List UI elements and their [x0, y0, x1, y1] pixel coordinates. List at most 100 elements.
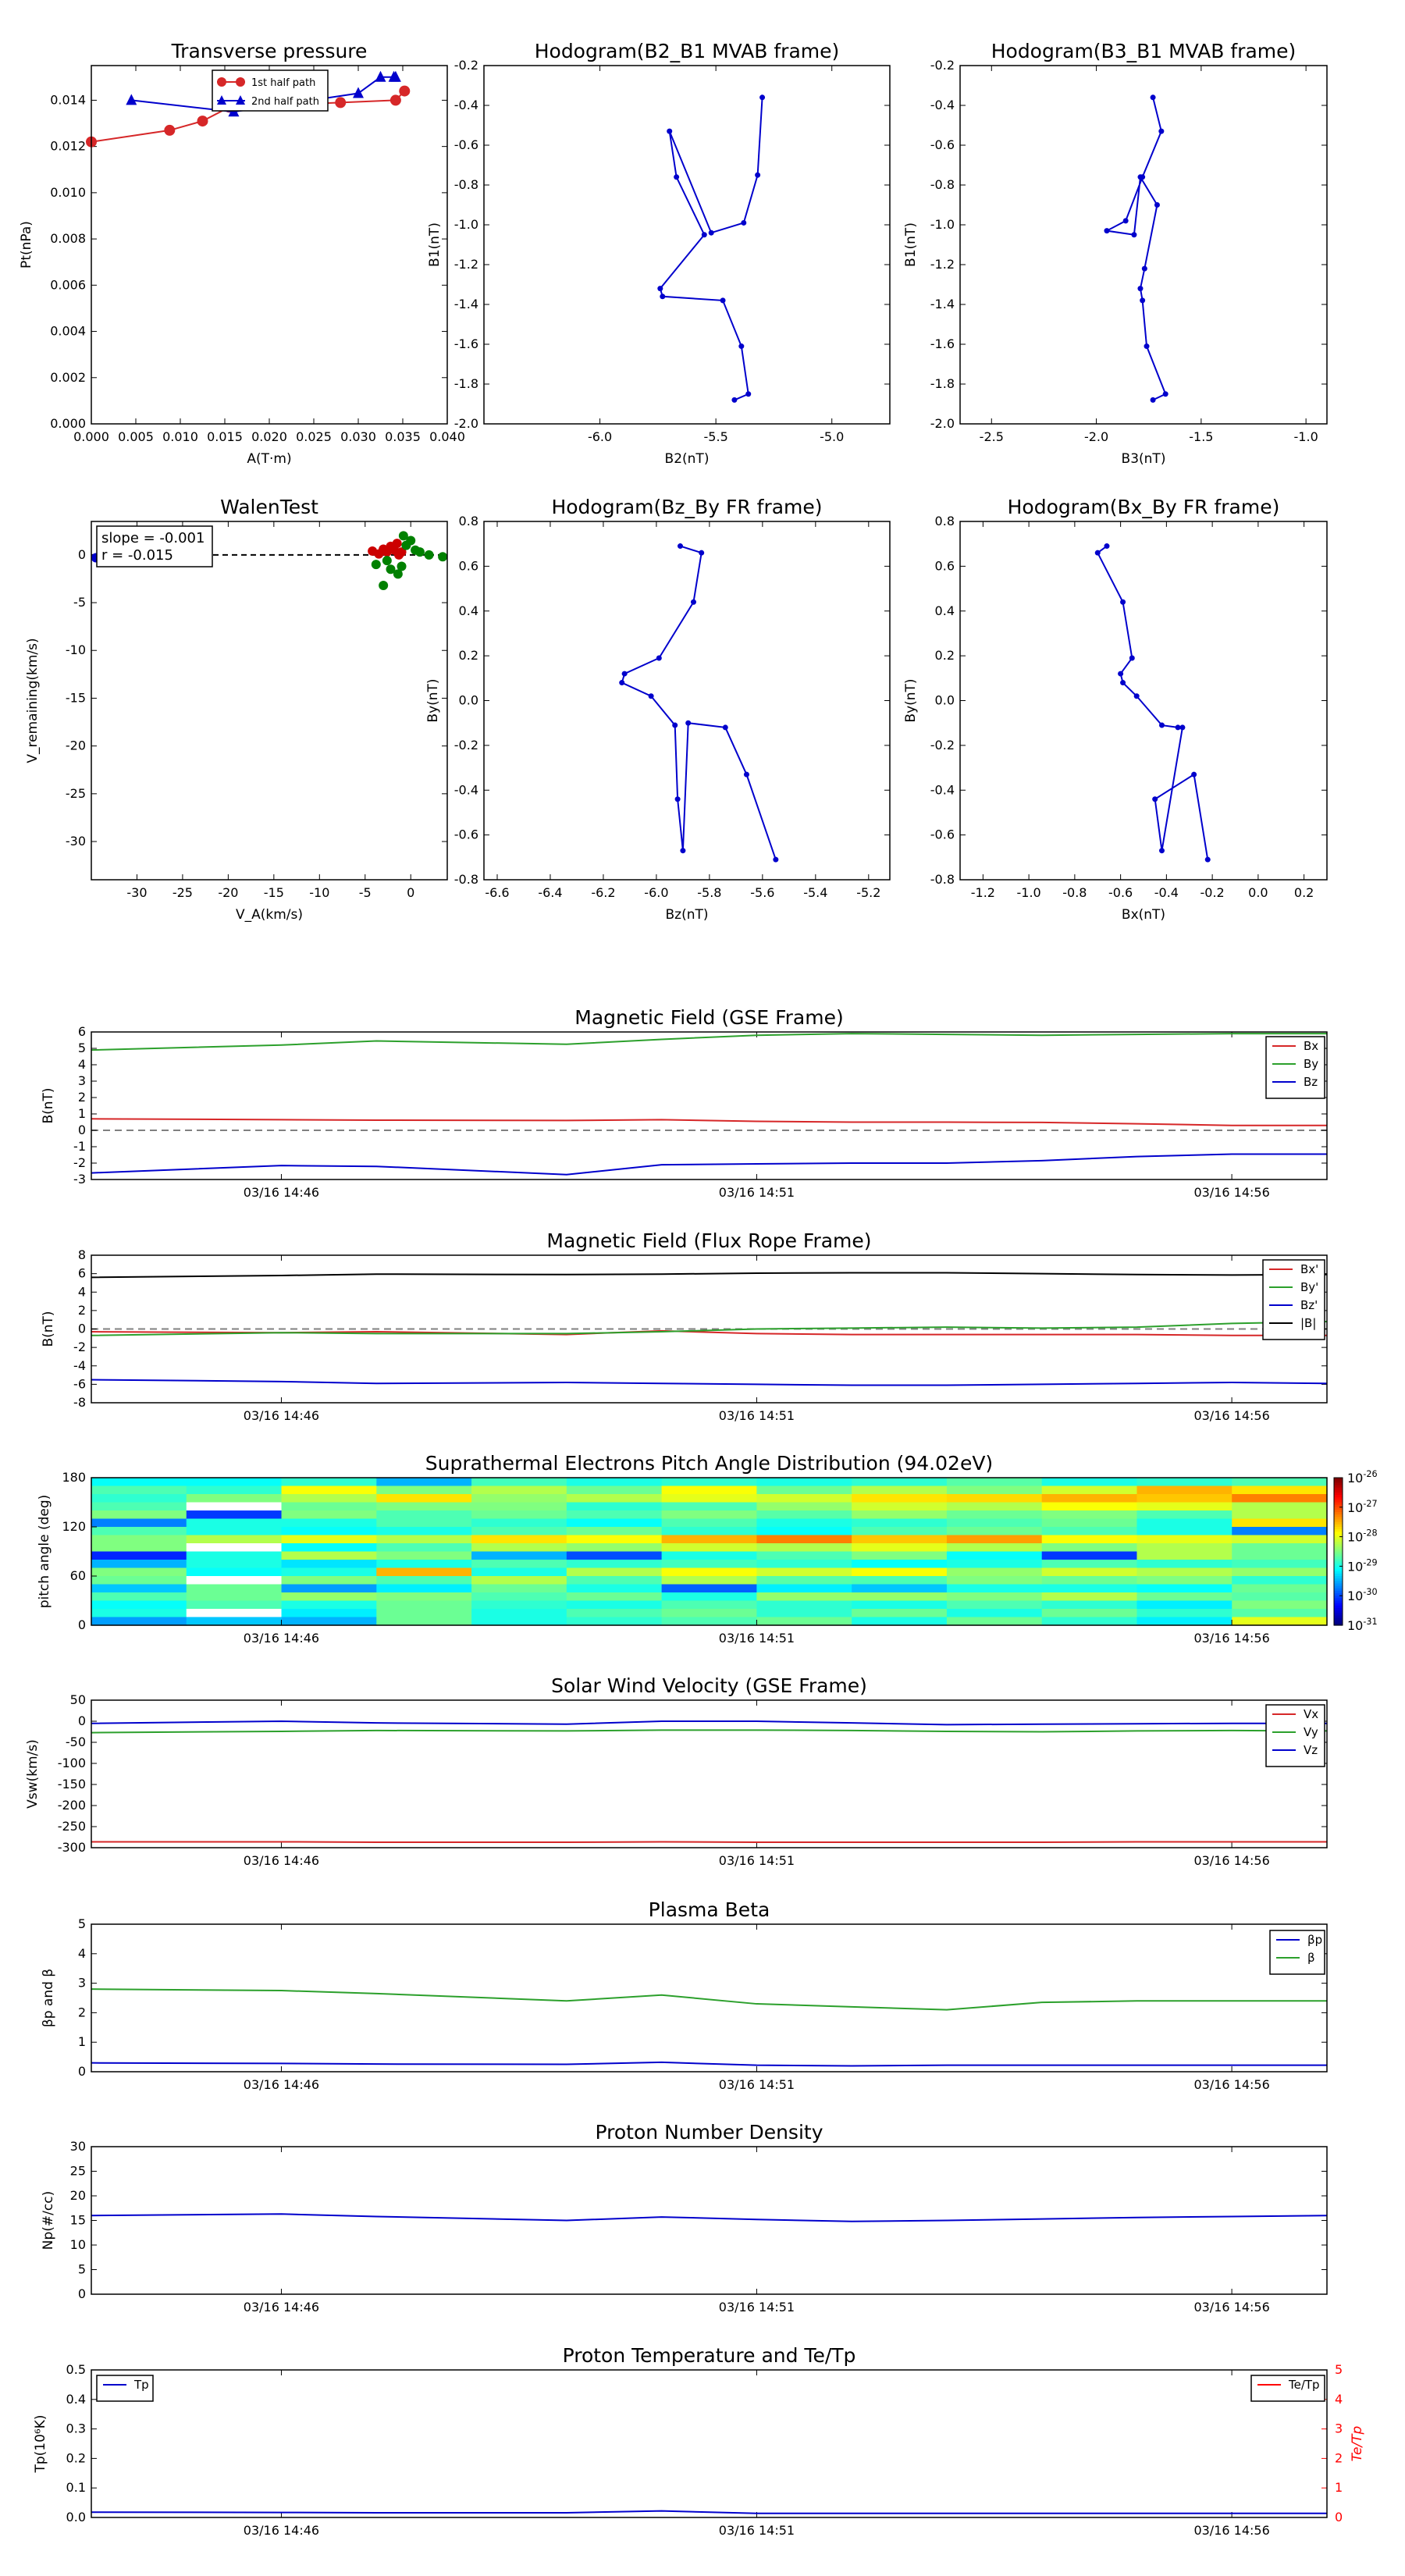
- heatmap-cell: [661, 1510, 757, 1520]
- x-tick-label: 0.040: [429, 429, 465, 444]
- heatmap-cell: [1136, 1510, 1232, 1520]
- colorbar-segment: [1334, 1500, 1343, 1503]
- y-tick-label: -100: [58, 1756, 86, 1770]
- heatmap-cell: [376, 1543, 472, 1553]
- y-tick-label: 0: [78, 547, 86, 562]
- heatmap-cell: [281, 1494, 377, 1503]
- y-tick-label: 0.002: [50, 370, 86, 385]
- heatmap-cell: [376, 1567, 472, 1577]
- y-tick-label: 120: [62, 1519, 86, 1534]
- y-axis-label: pitch angle (deg): [37, 1495, 52, 1609]
- plot-frame: [959, 65, 1328, 425]
- heatmap-cell: [946, 1518, 1043, 1528]
- y-tick-label: 0.0: [935, 693, 955, 708]
- heatmap-cell: [471, 1592, 567, 1602]
- data-point: [1159, 848, 1165, 854]
- plot-frame: [91, 1477, 1328, 1626]
- heatmap-cell: [1232, 1592, 1328, 1602]
- x-tick-label: 03/16 14:51: [719, 2300, 795, 2314]
- heatmap-cell: [376, 1478, 472, 1487]
- y-tick-label: -0.4: [930, 782, 955, 797]
- heatmap-cell: [1136, 1609, 1232, 1618]
- colorbar-segment: [1334, 1512, 1343, 1515]
- heatmap-cell: [661, 1600, 757, 1610]
- series-line-0: [1096, 545, 1209, 860]
- y-tick-label: -2: [73, 1340, 86, 1354]
- legend-label: β: [1307, 1951, 1315, 1965]
- x-axis-label: Bx(nT): [1122, 907, 1165, 923]
- x-tick-label: 03/16 14:56: [1193, 2077, 1269, 2092]
- series-line-1: [91, 1321, 1328, 1336]
- legend-marker: [236, 77, 245, 87]
- heatmap-cell: [91, 1494, 187, 1503]
- colorbar-segment: [1334, 1489, 1343, 1493]
- heatmap-cell: [1136, 1576, 1232, 1585]
- y-right-tick-label: 0: [1335, 2510, 1343, 2524]
- colorbar-segment: [1334, 1571, 1343, 1574]
- heatmap-cell: [281, 1567, 377, 1577]
- heatmap-cell: [1041, 1576, 1138, 1585]
- x-tick-label: 03/16 14:46: [244, 1631, 319, 1646]
- heatmap-cell: [1041, 1609, 1138, 1618]
- heatmap-cell: [186, 1494, 283, 1503]
- legend-box: [96, 2375, 154, 2402]
- series-line-3: [91, 1272, 1328, 1279]
- heatmap-cell: [566, 1600, 663, 1610]
- heatmap-cell: [756, 1535, 852, 1544]
- legend-label: Te/Tp: [1288, 2378, 1320, 2392]
- series-line-0: [659, 97, 763, 401]
- y-tick-label: -0.2: [454, 738, 478, 753]
- colorbar-segment: [1334, 1620, 1343, 1624]
- heatmap-cell: [376, 1485, 472, 1495]
- colorbar-segment: [1334, 1573, 1343, 1577]
- heatmap-cell: [756, 1584, 852, 1593]
- heatmap-cell: [852, 1478, 948, 1487]
- data-point: [1120, 599, 1126, 605]
- plot-frame: [91, 1923, 1328, 2073]
- heatmap-cell: [756, 1527, 852, 1536]
- y-tick-label: 0.4: [459, 603, 478, 618]
- y-tick-label: -250: [58, 1819, 86, 1834]
- data-point: [720, 297, 726, 304]
- panel-9: 03/16 14:46 03/16 14:51 03/16 14:56 -300 -25…: [25, 1674, 1328, 1868]
- x-tick-label: 03/16 14:46: [244, 1853, 319, 1868]
- heatmap-cell: [852, 1600, 948, 1610]
- series-line-1: [91, 1988, 1327, 2011]
- chart-title: Suprathermal Electrons Pitch Angle Distr…: [425, 1452, 993, 1475]
- data-point: [1159, 722, 1165, 728]
- heatmap-cell: [376, 1551, 472, 1560]
- y-axis-label: B(nT): [41, 1087, 56, 1123]
- heatmap-cell: [186, 1527, 283, 1536]
- colorbar-frame: [1333, 1477, 1343, 1626]
- heatmap-cell: [1136, 1518, 1232, 1528]
- y-tick-label: -4: [73, 1358, 86, 1373]
- x-tick-label: -1.5: [1189, 429, 1213, 444]
- data-point: [1129, 655, 1135, 661]
- heatmap-cell: [1136, 1567, 1232, 1577]
- heatmap-cell: [186, 1560, 283, 1569]
- colorbar-segment: [1334, 1615, 1343, 1619]
- series-line-0: [91, 1841, 1327, 1843]
- y-tick-label: 3: [78, 1073, 86, 1088]
- y-axis-label: Pt(nPa): [19, 221, 34, 269]
- y-tick-label: -8: [73, 1395, 86, 1410]
- colorbar-segment: [1334, 1593, 1343, 1596]
- heatmap-cell: [281, 1551, 377, 1560]
- y-right-tick-label: 5: [1335, 2362, 1343, 2377]
- colorbar-tick-label: 10-29: [1347, 1557, 1378, 1574]
- x-tick-label: 03/16 14:56: [1193, 2300, 1269, 2314]
- heatmap-cell: [91, 1592, 187, 1602]
- heatmap-cell: [566, 1592, 663, 1602]
- y-tick-label: 2: [78, 2005, 86, 2019]
- y-tick-label: 0.3: [66, 2421, 86, 2436]
- heatmap-cell: [756, 1567, 852, 1577]
- colorbar-segment: [1334, 1497, 1343, 1500]
- legend-box: [1262, 1259, 1325, 1340]
- heatmap-cell: [946, 1543, 1043, 1553]
- heatmap-cell: [566, 1518, 663, 1528]
- heatmap-cell: [1136, 1560, 1232, 1569]
- y-tick-label: 0.2: [935, 648, 955, 663]
- y-tick-label: -0.6: [454, 137, 478, 152]
- y-tick-label: 0: [78, 1123, 86, 1137]
- heatmap-cell: [661, 1560, 757, 1569]
